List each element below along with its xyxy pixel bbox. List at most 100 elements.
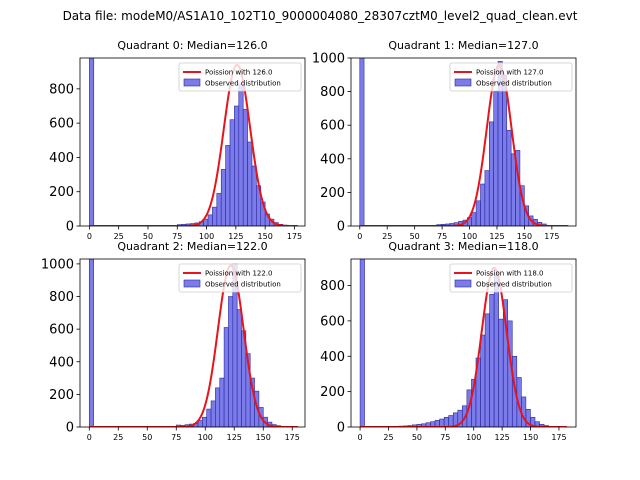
histogram-bar: [236, 309, 242, 427]
plot-area: [89, 58, 298, 226]
histogram-bar: [475, 200, 481, 226]
y-tick-label: 800: [320, 85, 345, 100]
y-tick-label: 0: [337, 421, 345, 436]
plot-area: [88, 259, 299, 427]
histogram-bar: [488, 121, 494, 226]
histogram-bar: [502, 74, 508, 226]
y-tick-label: 200: [320, 186, 345, 201]
legend-bars-swatch: [183, 78, 201, 87]
y-tick-label: 200: [49, 388, 74, 403]
y-tick-label: 200: [49, 185, 74, 200]
y-tick-label: 600: [49, 117, 74, 132]
poisson-curve: [360, 266, 567, 427]
x-tick-label: 50: [412, 433, 422, 442]
y-tick-label: 600: [320, 314, 345, 329]
x-tick-label: 175: [551, 433, 566, 442]
histogram-bar: [242, 109, 248, 226]
poisson-curve: [89, 264, 299, 427]
legend-bars-swatch: [454, 78, 472, 87]
histogram-bar: [234, 105, 240, 226]
histogram-bar: [229, 119, 235, 226]
legend-box: [178, 263, 302, 293]
y-tick-label: 400: [320, 350, 345, 365]
histogram-bar: [471, 212, 477, 226]
histogram-bar: [498, 318, 504, 427]
y-tick-label: 1000: [312, 52, 345, 67]
histogram-bar: [215, 387, 221, 427]
figure-title: Data file: modeM0/AS1A10_102T10_90000040…: [63, 9, 578, 23]
x-tick-label: 125: [227, 433, 242, 442]
x-tick-label: 150: [523, 433, 538, 442]
histogram-bar: [225, 145, 231, 226]
x-tick-label: 50: [143, 232, 153, 241]
x-tick-label: 125: [489, 232, 504, 241]
legend-curve-label: Poission with 122.0: [205, 270, 273, 278]
x-tick-label: 100: [462, 232, 477, 241]
y-tick-label: 600: [49, 323, 74, 338]
legend-box: [449, 62, 573, 92]
y-tick-label: 800: [320, 279, 345, 294]
histogram-bar: [251, 165, 257, 226]
x-tick-label: 175: [544, 232, 559, 241]
axes-frame: [350, 258, 577, 428]
histogram-bar-zero: [89, 58, 95, 226]
x-tick-label: 50: [410, 232, 420, 241]
x-tick-label: 125: [228, 232, 243, 241]
histogram-bar: [439, 418, 445, 427]
histogram-bar: [493, 274, 499, 427]
legend-curve-label: Poission with 118.0: [476, 270, 544, 278]
histogram-bar: [220, 169, 226, 226]
y-tick-label: 800: [49, 290, 74, 305]
quadrant-panel-0: Quadrant 0: Median=126.0 0 25 50 75 100 125 150…: [49, 39, 306, 241]
legend-bars-label: Observed distribution: [476, 80, 552, 88]
histogram-bar: [506, 129, 512, 226]
histogram-bar: [228, 296, 234, 427]
x-tick-label: 125: [494, 433, 509, 442]
histogram-bar: [219, 377, 225, 427]
histogram-bar: [493, 91, 499, 226]
x-tick-label: 175: [287, 232, 302, 241]
histogram-bar: [521, 396, 527, 427]
axes-frame: [350, 57, 577, 227]
x-tick-label: 100: [466, 433, 481, 442]
histogram-bar: [238, 83, 244, 226]
x-tick-label: 175: [285, 433, 300, 442]
y-tick-label: 0: [66, 220, 74, 235]
x-tick-label: 25: [382, 232, 392, 241]
x-tick-label: 100: [198, 433, 213, 442]
y-tick-label: 400: [49, 151, 74, 166]
y-tick-label: 0: [337, 220, 345, 235]
x-tick-label: 0: [357, 232, 362, 241]
histogram-bar: [247, 141, 253, 226]
histogram-bar: [448, 415, 454, 427]
panel-title: Quadrant 3: Median=118.0: [388, 240, 538, 253]
y-tick-label: 600: [320, 119, 345, 134]
x-tick-label: 0: [87, 232, 92, 241]
x-tick-label: 75: [440, 433, 450, 442]
x-tick-label: 75: [437, 232, 447, 241]
histogram-bar: [489, 294, 495, 427]
y-tick-label: 400: [320, 152, 345, 167]
poisson-curve: [89, 63, 298, 226]
legend-curve-label: Poission with 126.0: [205, 69, 273, 77]
histogram-bar: [223, 327, 229, 427]
histogram-bar: [480, 334, 486, 427]
histogram-bar: [480, 183, 486, 226]
x-tick-label: 150: [256, 433, 271, 442]
plot-area: [359, 58, 569, 226]
x-tick-label: 100: [199, 232, 214, 241]
panel-title: Quadrant 0: Median=126.0: [117, 39, 267, 52]
legend-box: [449, 263, 573, 293]
y-tick-label: 200: [320, 385, 345, 400]
histogram-bar: [510, 153, 516, 226]
x-tick-label: 25: [113, 433, 123, 442]
histogram-bar: [206, 408, 212, 427]
histogram-bar: [484, 170, 490, 226]
histogram-bar: [216, 193, 222, 226]
x-tick-label: 150: [517, 232, 532, 241]
x-tick-label: 25: [114, 232, 124, 241]
histogram-bar: [202, 416, 208, 427]
x-tick-label: 150: [258, 232, 273, 241]
y-tick-label: 800: [49, 82, 74, 97]
